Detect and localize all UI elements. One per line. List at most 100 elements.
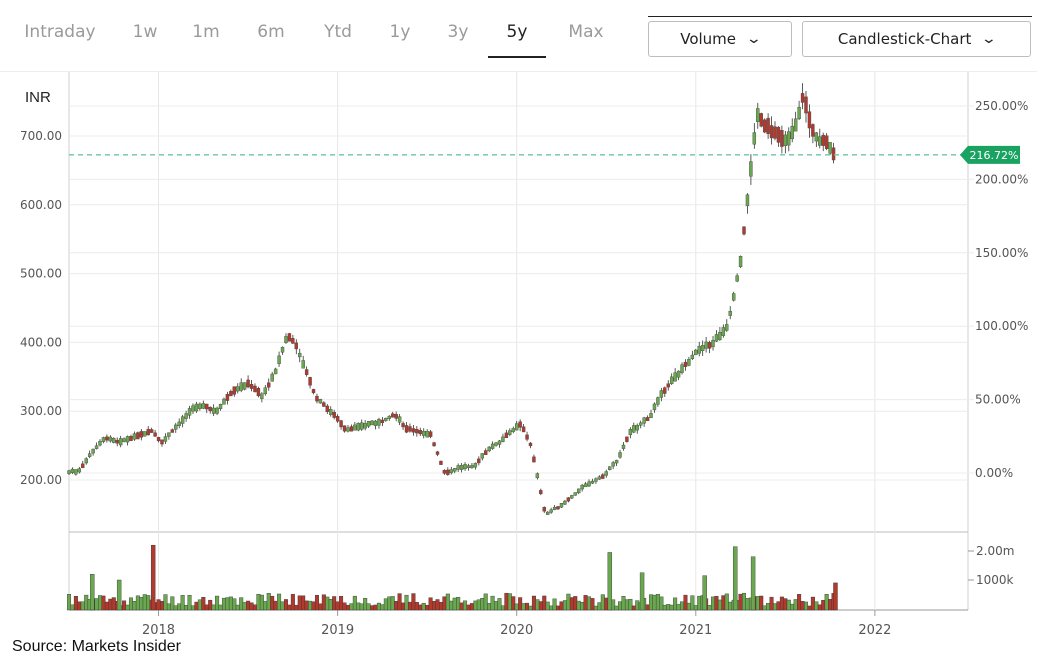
candle-body xyxy=(125,436,130,443)
candle-body xyxy=(435,451,440,455)
tab-1m[interactable]: 1m xyxy=(192,22,220,42)
tab-5y[interactable]: 5y xyxy=(488,18,546,58)
volume-bar xyxy=(759,595,764,611)
candle-body xyxy=(242,382,247,390)
candle-body xyxy=(690,354,695,360)
candle-body xyxy=(304,369,309,375)
candle-body xyxy=(273,368,278,375)
chart-type-dropdown[interactable]: Candlestick-Chart ⌄ xyxy=(802,21,1031,57)
candle-body xyxy=(225,394,230,401)
volume-bar xyxy=(401,602,406,611)
volume-bar xyxy=(287,604,292,611)
volume-bar xyxy=(803,601,808,611)
tab-ytd[interactable]: Ytd xyxy=(324,22,352,42)
x-tick-label: 2022 xyxy=(858,623,891,638)
candle-body xyxy=(287,333,292,342)
candle-body xyxy=(353,424,357,431)
volume-bar xyxy=(821,600,826,611)
volume-bar xyxy=(707,605,712,611)
volume-bar xyxy=(116,579,122,611)
candle-body xyxy=(380,419,385,423)
candle-body xyxy=(208,406,212,412)
volume-bar xyxy=(184,605,189,611)
candle-body xyxy=(508,430,512,435)
candle-body xyxy=(611,462,615,467)
tab-max[interactable]: Max xyxy=(568,22,604,42)
volume-bar xyxy=(549,605,554,611)
candle-body xyxy=(583,483,588,488)
candle-body xyxy=(697,345,701,354)
candle-body xyxy=(439,460,443,465)
candle-body xyxy=(411,428,416,433)
candle-body xyxy=(532,456,536,463)
candle-body xyxy=(112,438,116,443)
candle-body xyxy=(477,458,481,464)
currency-label: INR xyxy=(25,89,51,106)
tab-1y[interactable]: 1y xyxy=(389,22,411,42)
volume-bar xyxy=(156,599,161,611)
volume-bar xyxy=(590,598,595,611)
volume-bar xyxy=(645,604,650,611)
volume-bar xyxy=(215,595,220,611)
candle-body xyxy=(525,434,529,440)
candle-body xyxy=(335,415,340,422)
tab-6m[interactable]: 6m xyxy=(257,22,285,42)
candle-body xyxy=(260,393,264,399)
candle-body xyxy=(146,428,150,436)
candle-body xyxy=(91,448,95,454)
tab-3y[interactable]: 3y xyxy=(447,22,469,42)
volume-bar xyxy=(649,594,654,611)
tab-intraday[interactable]: Intraday xyxy=(24,22,96,42)
volume-bar xyxy=(94,598,99,611)
candle-body xyxy=(635,424,639,431)
candle-body xyxy=(249,384,254,389)
volume-bar xyxy=(187,594,192,611)
candle-body xyxy=(694,349,698,356)
volume-bar xyxy=(294,604,299,611)
y-right-tick-label: 50.00% xyxy=(975,393,1021,407)
volume-bar xyxy=(576,600,581,611)
volume-bar xyxy=(239,597,244,611)
candle-body xyxy=(535,473,540,479)
chevron-down-icon: ⌄ xyxy=(745,31,763,47)
candle-body xyxy=(494,442,498,446)
tab-1w[interactable]: 1w xyxy=(132,22,158,42)
volume-bar xyxy=(655,594,660,611)
candle-body xyxy=(780,130,784,147)
volume-bar xyxy=(370,605,375,611)
candle-body xyxy=(428,431,433,437)
volume-bar xyxy=(77,601,82,611)
candle-body xyxy=(566,497,571,502)
candle-body xyxy=(790,125,794,140)
volume-bar xyxy=(345,604,350,611)
volume-bar xyxy=(211,604,216,611)
candle-body xyxy=(342,425,347,432)
candle-body xyxy=(718,331,722,340)
volume-bar xyxy=(507,593,512,611)
candle-body xyxy=(270,373,274,382)
candle-body xyxy=(425,431,429,438)
volume-bar xyxy=(738,593,743,611)
candle-body xyxy=(115,439,119,444)
candle-body xyxy=(614,459,619,464)
candle-body xyxy=(456,465,460,470)
candle-body xyxy=(246,379,250,388)
volume-bar xyxy=(518,597,523,611)
candle-body xyxy=(821,134,825,146)
candle-body xyxy=(711,340,715,348)
volume-bar xyxy=(639,572,645,611)
volume-bar xyxy=(683,594,688,611)
candle-body xyxy=(487,446,491,452)
candle-body xyxy=(521,426,526,433)
candle-body xyxy=(793,118,798,132)
volume-bar xyxy=(728,601,733,611)
volume-bar xyxy=(159,600,164,611)
volume-dropdown[interactable]: Volume ⌄ xyxy=(648,21,792,57)
candle-body xyxy=(539,490,543,495)
candle-body xyxy=(645,417,650,422)
volume-bar xyxy=(814,601,819,611)
candle-body xyxy=(480,453,484,459)
candle-body xyxy=(408,426,412,432)
candle-body xyxy=(731,293,736,301)
volume-bar xyxy=(614,605,619,611)
